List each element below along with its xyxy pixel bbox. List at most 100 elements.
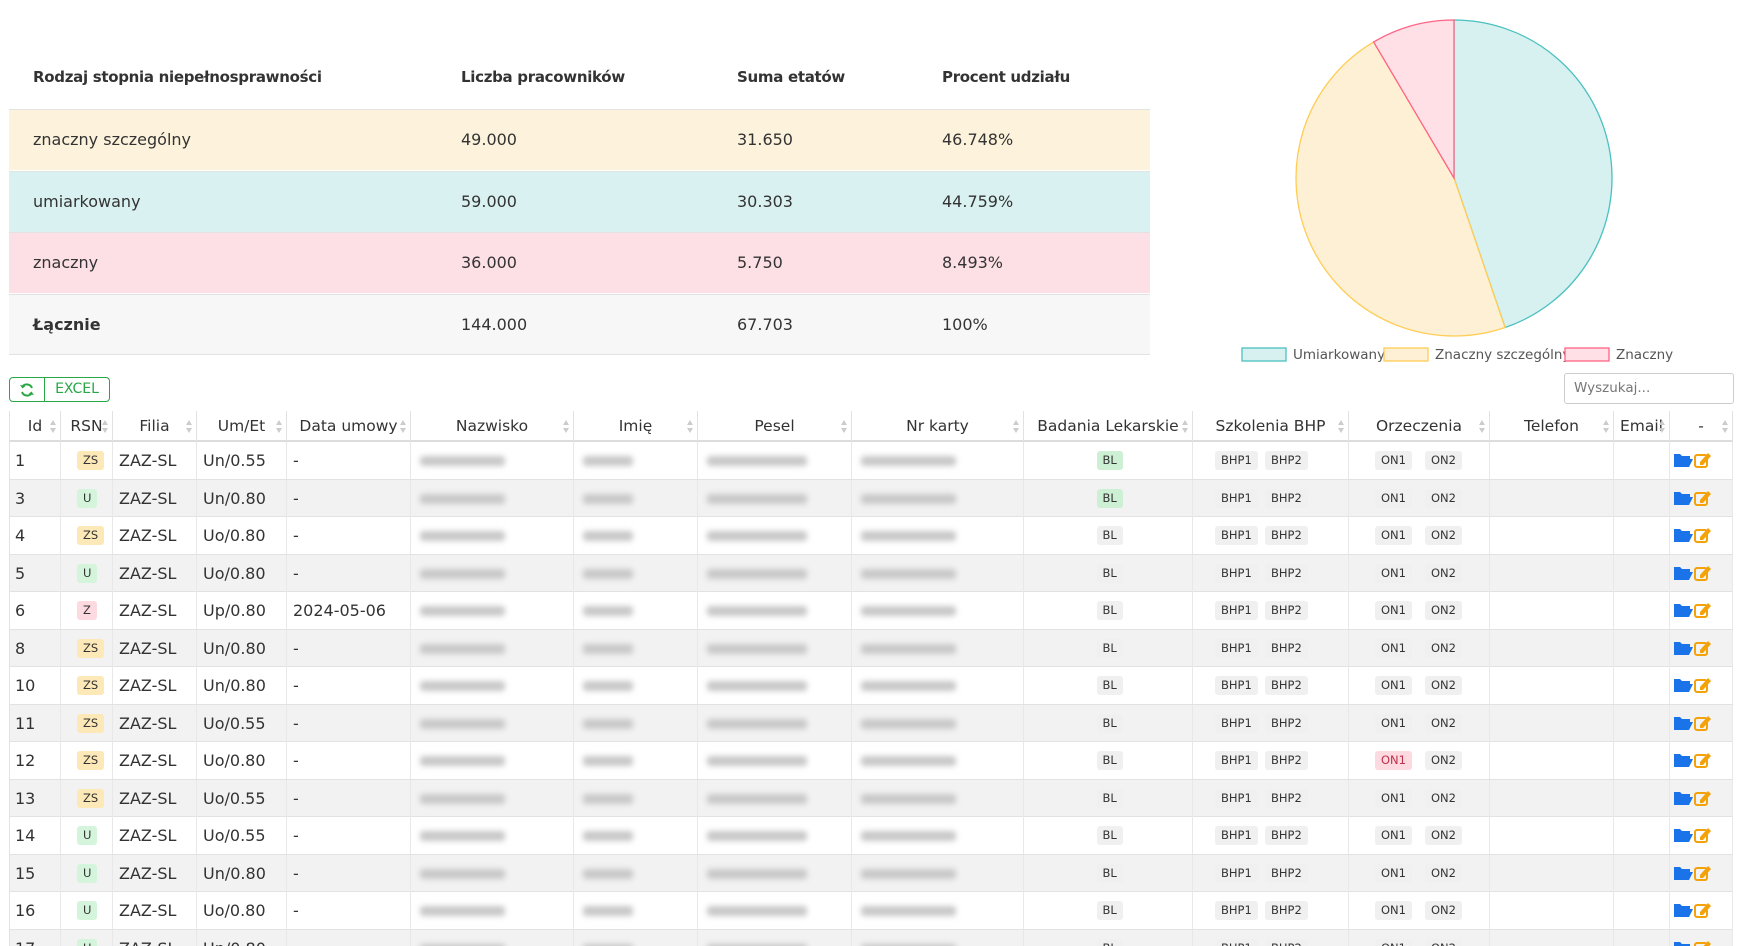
table-cell xyxy=(411,479,574,517)
excel-button[interactable]: EXCEL xyxy=(9,377,110,402)
column-header[interactable]: RSN xyxy=(61,411,113,442)
open-icon[interactable] xyxy=(1674,716,1693,730)
open-icon[interactable] xyxy=(1674,604,1693,617)
szkolenie-badge: BHP1 xyxy=(1215,676,1258,695)
row-actions[interactable] xyxy=(1673,488,1713,508)
table-cell xyxy=(287,554,411,592)
table-cell xyxy=(852,704,1024,742)
table-cell xyxy=(287,479,411,517)
table-cell xyxy=(61,929,113,946)
edit-icon[interactable] xyxy=(1694,865,1711,881)
open-icon[interactable] xyxy=(1674,941,1693,946)
edit-icon[interactable] xyxy=(1694,565,1711,581)
data-umowy-text: - xyxy=(293,488,299,508)
table-cell xyxy=(852,817,1024,854)
table-cell xyxy=(113,854,197,892)
table-cell xyxy=(9,817,61,854)
edit-icon[interactable] xyxy=(1694,903,1711,918)
blurred-text xyxy=(861,643,956,654)
open-icon[interactable] xyxy=(1674,454,1693,467)
row-actions[interactable] xyxy=(1673,788,1713,808)
row-actions[interactable] xyxy=(1673,900,1713,920)
rsn-badge: ZS xyxy=(77,751,105,770)
orzeczenie-badge: ON2 xyxy=(1425,638,1462,658)
sort-arrows xyxy=(1603,420,1609,425)
table-cell xyxy=(61,629,113,667)
table-cell xyxy=(1024,929,1193,946)
sort-arrows xyxy=(1479,428,1485,433)
column-header[interactable]: Id xyxy=(9,411,61,442)
open-icon[interactable] xyxy=(1674,641,1693,655)
open-icon[interactable] xyxy=(1674,904,1693,917)
open-icon[interactable] xyxy=(1674,679,1693,692)
filia-text: ZAZ-SL xyxy=(119,713,177,733)
open-icon[interactable] xyxy=(1674,529,1693,542)
row-actions[interactable] xyxy=(1673,600,1713,620)
open-icon[interactable] xyxy=(1674,829,1693,842)
row-actions[interactable] xyxy=(1673,713,1713,733)
column-header[interactable]: Orzeczenia xyxy=(1349,411,1490,442)
column-header[interactable]: Badania Lekarskie xyxy=(1024,411,1193,442)
legend-swatch xyxy=(1383,347,1429,362)
table-cell xyxy=(287,929,411,946)
row-actions[interactable] xyxy=(1673,525,1713,545)
table-cell xyxy=(852,517,1024,554)
table-cell xyxy=(1670,554,1733,592)
column-header[interactable]: Pesel xyxy=(698,411,852,442)
edit-icon[interactable] xyxy=(1694,828,1711,843)
column-header[interactable]: Nazwisko xyxy=(411,411,574,442)
open-icon[interactable] xyxy=(1674,866,1693,880)
column-header[interactable]: Imię xyxy=(574,411,698,442)
column-header[interactable]: Data umowy xyxy=(287,411,411,442)
sort-arrows xyxy=(1182,420,1188,425)
edit-icon[interactable] xyxy=(1694,753,1711,768)
refresh-icon[interactable] xyxy=(10,378,45,401)
row-actions[interactable] xyxy=(1673,938,1713,946)
blurred-text xyxy=(583,456,633,466)
szkolenie-badge: BHP2 xyxy=(1265,863,1308,883)
row-actions[interactable] xyxy=(1673,750,1713,770)
table-cell xyxy=(1349,742,1490,779)
edit-icon[interactable] xyxy=(1694,528,1711,543)
table-cell xyxy=(1670,592,1733,629)
open-icon[interactable] xyxy=(1674,791,1693,805)
column-header[interactable]: Um/Et xyxy=(197,411,287,442)
rsn-badge: ZS xyxy=(77,638,105,658)
search-input[interactable]: Wyszukaj... xyxy=(1564,373,1734,404)
table-cell xyxy=(698,629,852,667)
open-icon[interactable] xyxy=(1674,491,1693,505)
edit-icon[interactable] xyxy=(1694,453,1711,468)
table-cell xyxy=(698,854,852,892)
column-header[interactable]: - xyxy=(1670,411,1733,442)
row-actions[interactable] xyxy=(1673,638,1713,658)
blurred-text xyxy=(420,906,505,916)
table-cell xyxy=(1193,779,1349,817)
row-actions[interactable] xyxy=(1673,675,1713,695)
column-header[interactable]: Filia xyxy=(113,411,197,442)
edit-icon[interactable] xyxy=(1694,715,1711,731)
orzeczenie-badge: ON2 xyxy=(1425,601,1462,620)
column-header[interactable]: Telefon xyxy=(1490,411,1614,442)
column-header[interactable]: Szkolenia BHP xyxy=(1193,411,1349,442)
column-header[interactable]: Nr karty xyxy=(852,411,1024,442)
table-cell xyxy=(698,892,852,929)
edit-icon[interactable] xyxy=(1694,603,1711,618)
table-cell xyxy=(1024,442,1193,479)
sort-arrows xyxy=(687,420,693,425)
table-cell xyxy=(411,854,574,892)
edit-icon[interactable] xyxy=(1694,940,1711,946)
row-actions[interactable] xyxy=(1673,563,1713,583)
edit-icon[interactable] xyxy=(1694,640,1711,656)
edit-icon[interactable] xyxy=(1694,678,1711,693)
edit-icon[interactable] xyxy=(1694,790,1711,806)
edit-icon[interactable] xyxy=(1694,490,1711,506)
row-actions[interactable] xyxy=(1673,863,1713,883)
open-icon[interactable] xyxy=(1674,754,1693,767)
row-actions[interactable] xyxy=(1673,450,1713,470)
open-icon[interactable] xyxy=(1674,566,1693,580)
um-et-text: Un/0.55 xyxy=(203,451,266,470)
rsn-badge: ZS xyxy=(77,526,105,545)
row-actions[interactable] xyxy=(1673,825,1713,845)
column-header[interactable]: Email xyxy=(1614,411,1670,442)
excel-label[interactable]: EXCEL xyxy=(55,381,99,397)
